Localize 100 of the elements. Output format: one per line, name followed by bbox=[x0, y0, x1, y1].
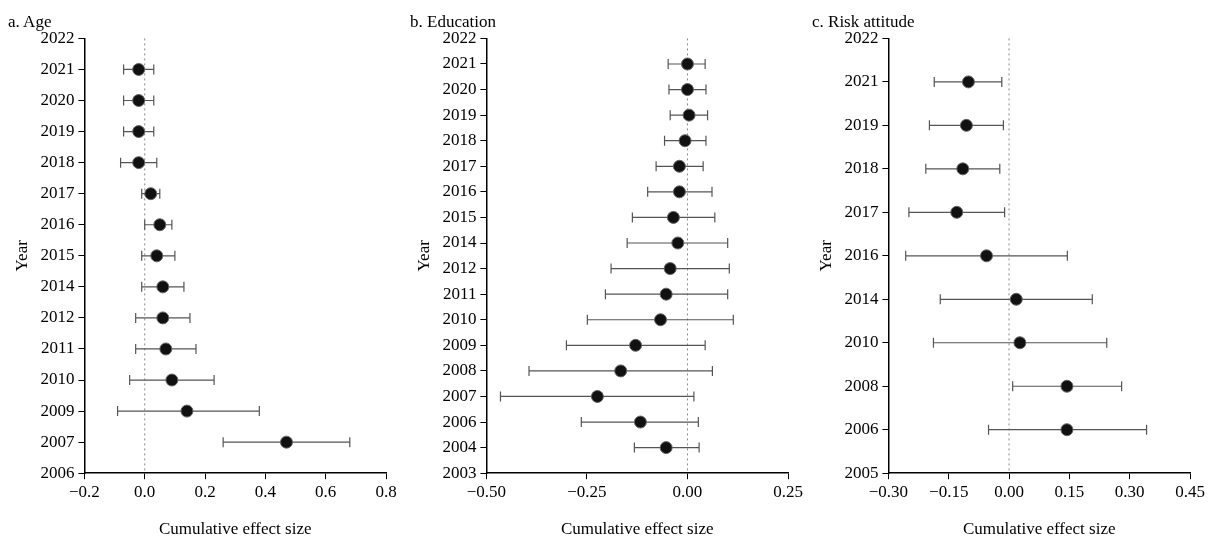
point bbox=[671, 236, 685, 250]
x-tick-label: −0.50 bbox=[466, 481, 507, 501]
y-tick-label: 2021 bbox=[844, 71, 879, 91]
y-tick-label: 2016 bbox=[442, 181, 477, 201]
y-tick-label: 2008 bbox=[442, 360, 477, 380]
point bbox=[654, 313, 668, 327]
x-tick-label: 0.4 bbox=[254, 481, 277, 501]
x-axis-title: Cumulative effect size bbox=[962, 519, 1116, 539]
point bbox=[132, 62, 146, 76]
point bbox=[153, 218, 167, 232]
y-tick-label: 2014 bbox=[40, 276, 75, 296]
point bbox=[659, 287, 673, 301]
point bbox=[663, 262, 677, 276]
point bbox=[980, 249, 994, 263]
y-tick-label: 2020 bbox=[442, 79, 477, 99]
y-tick-label: 2018 bbox=[844, 158, 879, 178]
x-axis-title: Cumulative effect size bbox=[158, 519, 312, 539]
y-axis-title: Year bbox=[11, 239, 31, 272]
point bbox=[150, 249, 164, 263]
x-tick-label: 0.15 bbox=[1054, 481, 1085, 501]
y-tick-label: 2019 bbox=[40, 121, 75, 141]
x-tick-label: −0.30 bbox=[868, 481, 909, 501]
y-tick-label: 2019 bbox=[844, 114, 879, 134]
y-tick-label: 2019 bbox=[442, 104, 477, 124]
point bbox=[279, 435, 293, 449]
point bbox=[629, 338, 643, 352]
y-tick-label: 2011 bbox=[443, 283, 477, 303]
point bbox=[956, 162, 970, 176]
x-tick-label: 0.6 bbox=[315, 481, 337, 501]
point bbox=[132, 156, 146, 170]
point bbox=[614, 364, 628, 378]
x-tick-label: 0.00 bbox=[994, 481, 1024, 501]
x-tick-label: 0.25 bbox=[773, 481, 803, 501]
point bbox=[1013, 336, 1027, 350]
x-tick-label: 0.30 bbox=[1114, 481, 1145, 501]
point bbox=[180, 404, 194, 418]
y-tick-label: 2004 bbox=[442, 437, 477, 457]
x-tick-label: 0.2 bbox=[194, 481, 216, 501]
point bbox=[156, 280, 170, 294]
point bbox=[680, 83, 694, 97]
point bbox=[1009, 292, 1023, 306]
point bbox=[682, 108, 696, 122]
y-tick-label: 2006 bbox=[844, 419, 879, 439]
point bbox=[666, 210, 680, 224]
point bbox=[633, 415, 647, 429]
point bbox=[156, 311, 170, 325]
point bbox=[680, 57, 694, 71]
y-tick-label: 2020 bbox=[40, 89, 75, 109]
point bbox=[165, 373, 179, 387]
y-tick-label: 2012 bbox=[442, 258, 477, 278]
y-axis-title: Year bbox=[815, 239, 835, 272]
x-axis-title: Cumulative effect size bbox=[560, 519, 714, 539]
point bbox=[132, 94, 146, 108]
y-tick-label: 2018 bbox=[40, 152, 75, 172]
point bbox=[961, 75, 975, 89]
point bbox=[959, 118, 973, 132]
y-tick-label: 2008 bbox=[844, 375, 879, 395]
y-tick-label: 2007 bbox=[442, 385, 477, 405]
y-tick-label: 2017 bbox=[40, 183, 75, 203]
y-tick-label: 2017 bbox=[442, 155, 477, 175]
y-tick-label: 2010 bbox=[40, 369, 75, 389]
y-tick-label: 2016 bbox=[844, 245, 879, 265]
y-tick-label: 2011 bbox=[41, 338, 75, 358]
y-tick-label: 2014 bbox=[844, 288, 879, 308]
x-tick-label: 0.8 bbox=[375, 481, 397, 501]
point bbox=[672, 185, 686, 199]
y-tick-label: 2005 bbox=[844, 462, 879, 482]
y-tick-label: 2006 bbox=[442, 411, 477, 431]
point bbox=[1060, 379, 1074, 393]
x-tick-label: −0.2 bbox=[68, 481, 100, 501]
x-tick-label: 0.0 bbox=[134, 481, 156, 501]
y-tick-label: 2018 bbox=[442, 130, 477, 150]
y-tick-label: 2007 bbox=[40, 431, 75, 451]
y-tick-label: 2003 bbox=[442, 462, 477, 482]
x-tick-label: 0.00 bbox=[672, 481, 703, 501]
y-tick-label: 2009 bbox=[40, 400, 75, 420]
point bbox=[672, 159, 686, 173]
y-tick-label: 2021 bbox=[442, 53, 477, 73]
x-tick-label: 0.45 bbox=[1175, 481, 1205, 501]
y-tick-label: 2014 bbox=[442, 232, 477, 252]
y-axis-title: Year bbox=[413, 239, 433, 272]
point bbox=[678, 134, 692, 148]
point bbox=[950, 205, 964, 219]
y-tick-label: 2016 bbox=[40, 214, 75, 234]
point bbox=[132, 125, 146, 139]
point bbox=[1060, 423, 1074, 437]
y-tick-label: 2010 bbox=[442, 309, 477, 329]
y-tick-label: 2009 bbox=[442, 334, 477, 354]
point bbox=[159, 342, 173, 356]
x-tick-label: −0.25 bbox=[567, 481, 607, 501]
point bbox=[590, 389, 604, 403]
y-tick-label: 2006 bbox=[40, 462, 75, 482]
y-tick-label: 2012 bbox=[40, 307, 75, 327]
y-tick-label: 2021 bbox=[40, 58, 75, 78]
x-tick-label: −0.15 bbox=[929, 481, 969, 501]
y-tick-label: 2017 bbox=[844, 201, 879, 221]
y-tick-label: 2015 bbox=[40, 245, 75, 265]
y-tick-label: 2010 bbox=[844, 332, 879, 352]
y-tick-label: 2015 bbox=[442, 206, 477, 226]
point bbox=[659, 441, 673, 455]
